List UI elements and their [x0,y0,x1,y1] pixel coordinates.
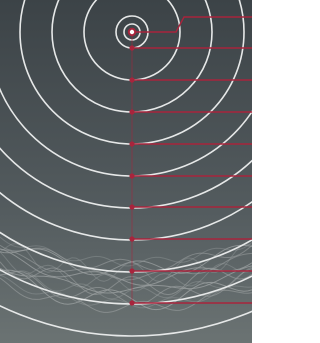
marker-dot [129,77,134,82]
marker-dot [129,173,134,178]
marker-dot [129,109,134,114]
marker-dot [129,268,134,273]
artwork [0,0,252,343]
page: (() => { const NS = 'http://www.w3.org/2… [0,0,252,343]
marker-dot [129,236,134,241]
marker-dot [129,141,134,146]
center-dot [129,29,135,35]
marker-dot [129,204,134,209]
marker-dot [129,45,134,50]
marker-dot [129,300,134,305]
